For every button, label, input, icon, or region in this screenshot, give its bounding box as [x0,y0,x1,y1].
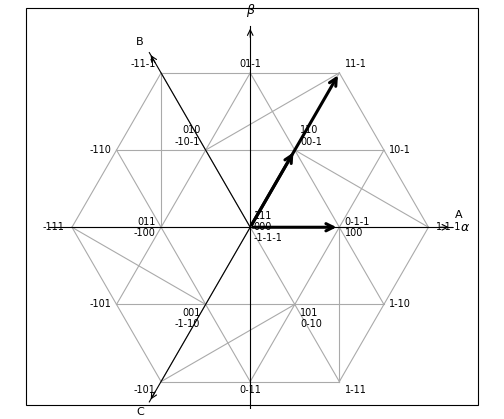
Text: 011
-100: 011 -100 [134,217,156,238]
Text: 111
000
-1-1-1: 111 000 -1-1-1 [254,211,283,243]
Text: B: B [137,37,144,47]
Text: 11-1: 11-1 [345,59,366,69]
Text: 0-11: 0-11 [239,385,261,395]
Text: α: α [461,221,469,234]
Text: 010
-10-1: 010 -10-1 [175,125,200,147]
Text: 101
0-10: 101 0-10 [300,308,322,329]
Text: 1-1-1: 1-1-1 [435,222,461,232]
Text: 10-1: 10-1 [389,145,411,155]
Text: 01-1: 01-1 [239,59,261,69]
Text: -11-1: -11-1 [131,59,156,69]
Text: A: A [455,210,463,220]
Text: -110: -110 [89,145,111,155]
Text: -101: -101 [89,300,111,310]
Text: -111: -111 [43,222,65,232]
Text: 1-10: 1-10 [389,300,411,310]
Text: C: C [136,407,144,417]
Text: β: β [246,4,254,17]
Text: 0-1-1
100: 0-1-1 100 [345,217,370,238]
Text: 001
-1-10: 001 -1-10 [175,308,200,329]
Text: -101: -101 [134,385,156,395]
Text: 110
00-1: 110 00-1 [300,125,322,147]
Text: 1-11: 1-11 [345,385,366,395]
